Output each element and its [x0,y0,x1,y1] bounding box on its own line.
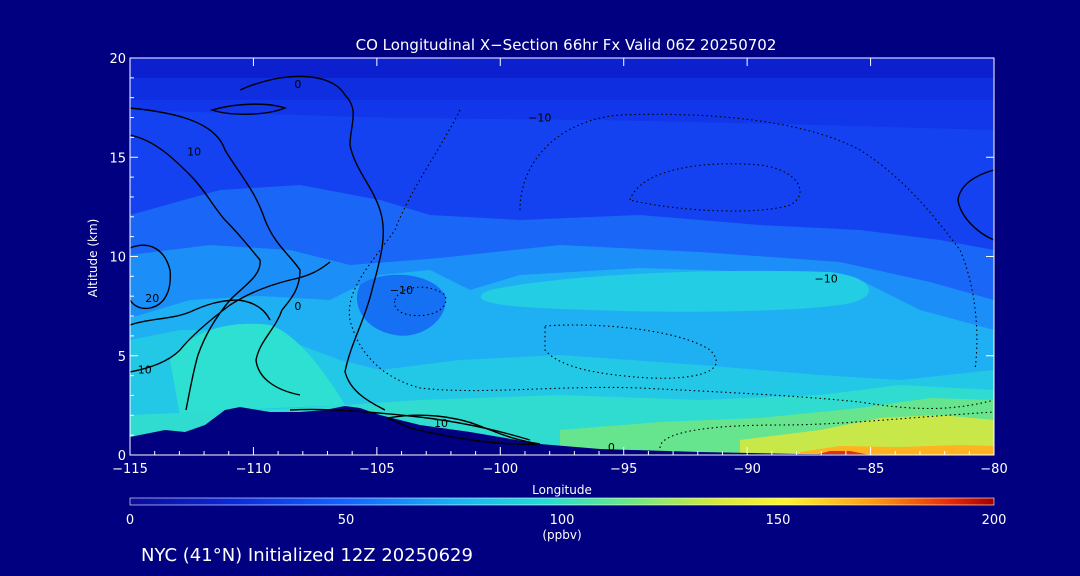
band-cyan-core [480,270,869,312]
contour-solid-10-lower [130,299,271,326]
band-stratosphere-mid [130,100,994,130]
contour-solid-low-0 [289,408,531,441]
colorbar-ticks: 0 50 100 150 200 [126,513,1007,528]
contour-label: −10 [815,272,838,285]
colorbar-tick-label: 0 [126,513,134,528]
x-tick-label: −80 [980,462,1007,477]
colorbar-tick-label: 100 [550,513,575,528]
colorbar-tick-label: 50 [338,513,355,528]
y-tick-label: 0 [118,449,126,464]
y-tick-label: 20 [109,52,126,67]
band-top [130,58,994,78]
contour-dotted-neg10-center [394,286,447,317]
contour-label: 0 [294,300,301,313]
chart-title: CO Longitudinal X−Section 66hr Fx Valid … [356,36,777,54]
contour-solid-10 [130,107,301,396]
y-tick-label: 15 [109,151,126,166]
x-tick-label: −110 [236,462,272,477]
x-tick-label: −85 [857,462,884,477]
contour-dotted-neg10-east [629,163,801,212]
init-footer: NYC (41°N) Initialized 12Z 20250629 [141,545,473,566]
x-tick-label: −115 [112,462,148,477]
x-axis-label: Longitude [532,483,592,497]
contour-solid-right [957,169,994,241]
colorbar-tick-label: 150 [766,513,791,528]
band-yellow-surface [740,415,994,455]
y-tick-label: 10 [109,251,126,266]
band-aqua-plume [170,323,345,415]
contour-solid-20-inner [130,244,172,310]
y-axis: 0 5 10 15 20 [109,52,994,464]
x-tick-label: −90 [733,462,760,477]
band-dark-pocket [356,274,446,336]
contour-label: 20 [145,292,159,305]
x-tick-label: −100 [482,462,518,477]
contour-label: 0 [608,441,615,454]
contour-solid-20 [130,134,261,411]
x-tick-label: −95 [610,462,637,477]
contour-solid-0-left [130,261,331,373]
contour-label: 10 [187,145,201,158]
contour-label: 0 [294,78,301,91]
colorbar-tick-label: 200 [982,513,1007,528]
contour-dotted-lines [348,109,994,449]
contour-lines [130,75,994,445]
contour-dotted-upper-arc [519,113,978,371]
contour-label: −10 [390,284,413,297]
contour-solid-0-upper [239,75,386,411]
x-axis: −115 −110 −105 −100 −95 −90 −85 −80 [112,58,1008,477]
contour-dotted-neg10-outer [348,109,994,410]
band-top-2 [130,78,994,100]
colorbar [129,497,995,506]
contour-label: 10 [434,417,448,430]
co-concentration-field [130,58,994,455]
colorbar-unit: (ppbv) [542,528,581,542]
contour-solid-low-10 [385,414,541,445]
contour-labels: 0 10 20 10 0 −10 −10 −10 10 0 [138,78,838,454]
contour-label: 10 [138,364,152,377]
contour-dotted-surface [659,411,994,449]
contour-label: −10 [528,112,551,125]
terrain-mask [130,406,994,455]
band-red-surface [815,451,870,455]
y-tick-label: 5 [118,350,126,365]
contour-solid-upper-loop [209,103,288,115]
y-axis-label: Altitude (km) [86,219,100,298]
x-tick-label: −105 [359,462,395,477]
